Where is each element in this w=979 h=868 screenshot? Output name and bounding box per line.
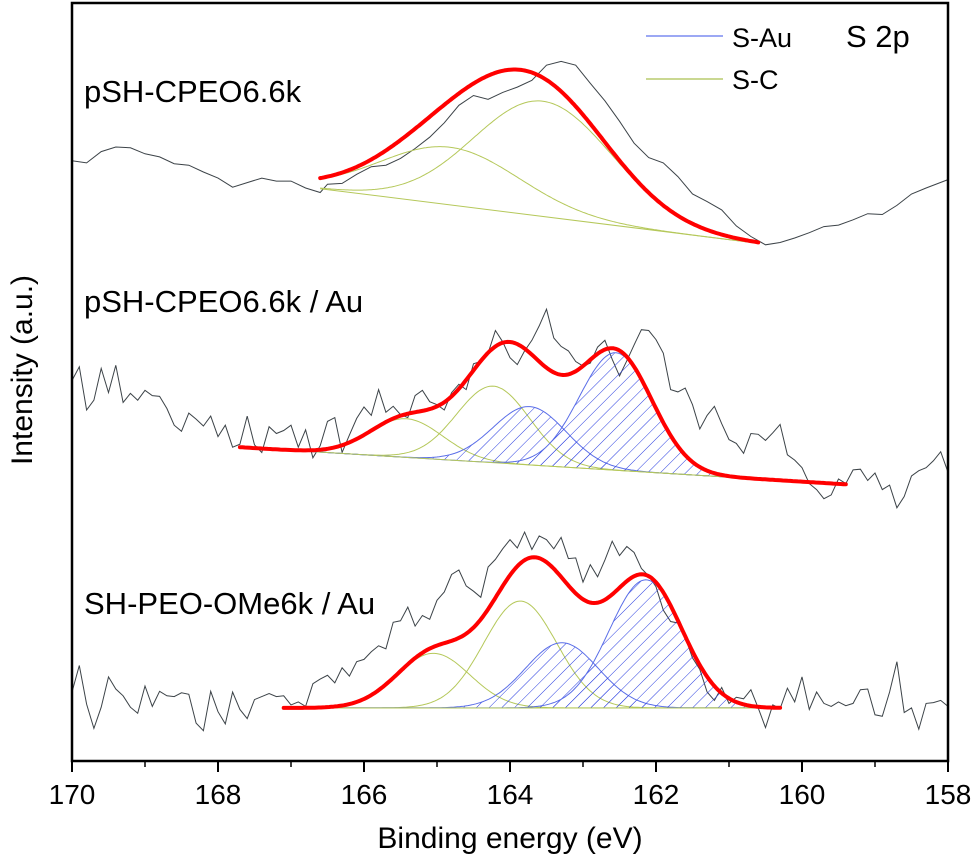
x-tick-label: 162 bbox=[633, 779, 680, 810]
x-tick-label: 160 bbox=[779, 779, 826, 810]
x-tick-label: 166 bbox=[341, 779, 388, 810]
legend-label-s-c: S-C bbox=[732, 65, 779, 95]
x-tick-label: 164 bbox=[487, 779, 534, 810]
x-tick-label: 168 bbox=[195, 779, 242, 810]
s-au-component-fill bbox=[283, 579, 781, 708]
fit-envelope-line bbox=[237, 339, 848, 487]
s-c-component-line bbox=[320, 100, 759, 243]
s-au-component-fill bbox=[283, 642, 781, 708]
s-au-component-fill bbox=[239, 352, 846, 485]
s-au-component-fill bbox=[239, 406, 846, 485]
background-line bbox=[320, 188, 759, 244]
plot-area bbox=[71, 60, 949, 732]
series-label-sh-peo-ome-au: SH-PEO-OMe6k / Au bbox=[84, 586, 375, 621]
raw-spectrum-line bbox=[71, 530, 949, 732]
fit-envelope-line bbox=[318, 67, 761, 245]
series-label-psh-cpeo: pSH-CPEO6.6k bbox=[84, 74, 302, 109]
x-tick-label: 170 bbox=[49, 779, 96, 810]
legend: S-Au S-C bbox=[646, 23, 792, 95]
raw-spectrum-line bbox=[71, 307, 949, 509]
fit-envelope-line bbox=[281, 555, 783, 710]
s-c-component-line bbox=[320, 146, 759, 244]
legend-label-s-au: S-Au bbox=[732, 23, 792, 53]
plot-frame bbox=[70, 1, 950, 763]
series-label-psh-cpeo-au: pSH-CPEO6.6k / Au bbox=[84, 284, 363, 319]
x-axis-ticks: 170 168 166 164 162 160 158 bbox=[49, 761, 972, 810]
x-tick-label: 158 bbox=[925, 779, 972, 810]
y-axis-title: Intensity (a.u.) bbox=[6, 275, 39, 465]
x-axis-title: Binding energy (eV) bbox=[377, 822, 642, 855]
raw-spectrum-line bbox=[71, 60, 949, 246]
chart-title: S 2p bbox=[846, 19, 910, 54]
